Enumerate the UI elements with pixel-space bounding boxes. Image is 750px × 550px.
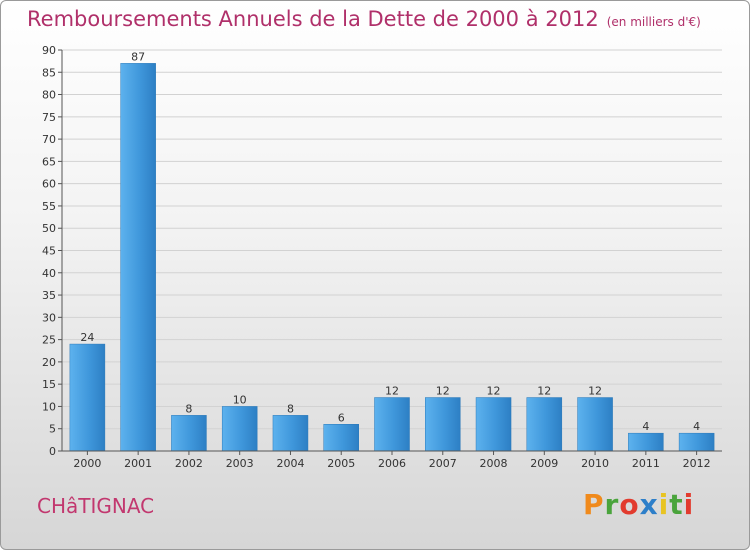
y-tick-label: 70 [42, 133, 56, 146]
value-label-2011: 4 [642, 420, 649, 433]
bar-2001 [120, 63, 156, 452]
bar-2010 [577, 397, 613, 452]
y-tick-label: 20 [42, 356, 56, 369]
bar-2007 [425, 397, 461, 452]
x-tick-label-2007: 2007 [429, 457, 457, 470]
y-tick-label: 30 [42, 311, 56, 324]
y-tick-label: 75 [42, 111, 56, 124]
axes: 0 5 10 15 20 25 30 35 40 45 50 55 60 65 70 75 80 85 90 2000… [42, 44, 722, 470]
bar-2008 [475, 397, 512, 452]
y-tick-label: 5 [49, 423, 56, 436]
value-label-2006: 12 [385, 385, 399, 398]
y-tick-label: 50 [42, 222, 56, 235]
value-label-2005: 6 [338, 411, 345, 424]
logo-letter: P [583, 488, 605, 521]
y-tick-label: 10 [42, 400, 56, 413]
bar-2003 [221, 406, 258, 452]
bars: 24 87 8 10 8 6 12 12 12 12 12 4 4 [69, 50, 715, 452]
logo-letter: i [683, 488, 695, 521]
y-tick-label: 60 [42, 178, 56, 191]
proxiti-logo: Proxiti [583, 488, 694, 521]
bar-2009 [526, 397, 563, 452]
x-tick-label-2004: 2004 [276, 457, 304, 470]
value-label-2010: 12 [588, 385, 602, 398]
chart-title: Remboursements Annuels de la Dette de 20… [27, 7, 701, 31]
y-tick-label: 35 [42, 289, 56, 302]
y-tick-label: 25 [42, 334, 56, 347]
value-label-2008: 12 [487, 385, 501, 398]
x-tick-label-2006: 2006 [378, 457, 406, 470]
logo-letter: i [658, 488, 670, 521]
y-tick-label: 0 [49, 445, 56, 458]
value-label-2012: 4 [693, 420, 700, 433]
y-tick-label: 65 [42, 155, 56, 168]
value-label-2002: 8 [185, 402, 192, 415]
y-tick-label: 85 [42, 66, 56, 79]
x-tick-label-2010: 2010 [581, 457, 609, 470]
value-label-2003: 10 [233, 393, 247, 406]
commune-name: CHâTIGNAC [37, 494, 155, 518]
x-tick-label-2012: 2012 [683, 457, 711, 470]
logo-letter: t [669, 488, 684, 521]
logo-letter: x [639, 488, 659, 521]
y-tick-label: 55 [42, 200, 56, 213]
value-label-2000: 24 [80, 331, 94, 344]
bar-2011 [628, 432, 664, 452]
chart-title-text: Remboursements Annuels de la Dette de 20… [27, 7, 599, 31]
bar-2006 [374, 397, 410, 452]
x-tick-label-2009: 2009 [530, 457, 558, 470]
y-tick-label: 15 [42, 378, 56, 391]
value-label-2001: 87 [131, 50, 145, 63]
bar-2005 [323, 424, 359, 452]
x-tick-label-2000: 2000 [73, 457, 101, 470]
logo-letter: o [619, 488, 640, 521]
x-tick-label-2003: 2003 [226, 457, 254, 470]
bar-2004 [272, 415, 309, 452]
value-label-2007: 12 [436, 385, 450, 398]
y-tick-label: 45 [42, 245, 56, 258]
value-label-2004: 8 [287, 402, 294, 415]
x-tick-label-2002: 2002 [175, 457, 203, 470]
x-tick-label-2008: 2008 [480, 457, 508, 470]
bar-2002 [171, 415, 207, 452]
x-tick-label-2001: 2001 [124, 457, 152, 470]
x-tick-label-2011: 2011 [632, 457, 660, 470]
bar-2000 [69, 343, 106, 452]
bar-2012 [678, 432, 715, 452]
y-tick-label: 80 [42, 89, 56, 102]
y-tick-label: 40 [42, 267, 56, 280]
x-tick-label-2005: 2005 [327, 457, 355, 470]
chart-unit-note: (en milliers d'€) [606, 15, 701, 29]
y-tick-label: 90 [42, 44, 56, 57]
value-label-2009: 12 [537, 385, 551, 398]
logo-letter: r [604, 488, 620, 521]
